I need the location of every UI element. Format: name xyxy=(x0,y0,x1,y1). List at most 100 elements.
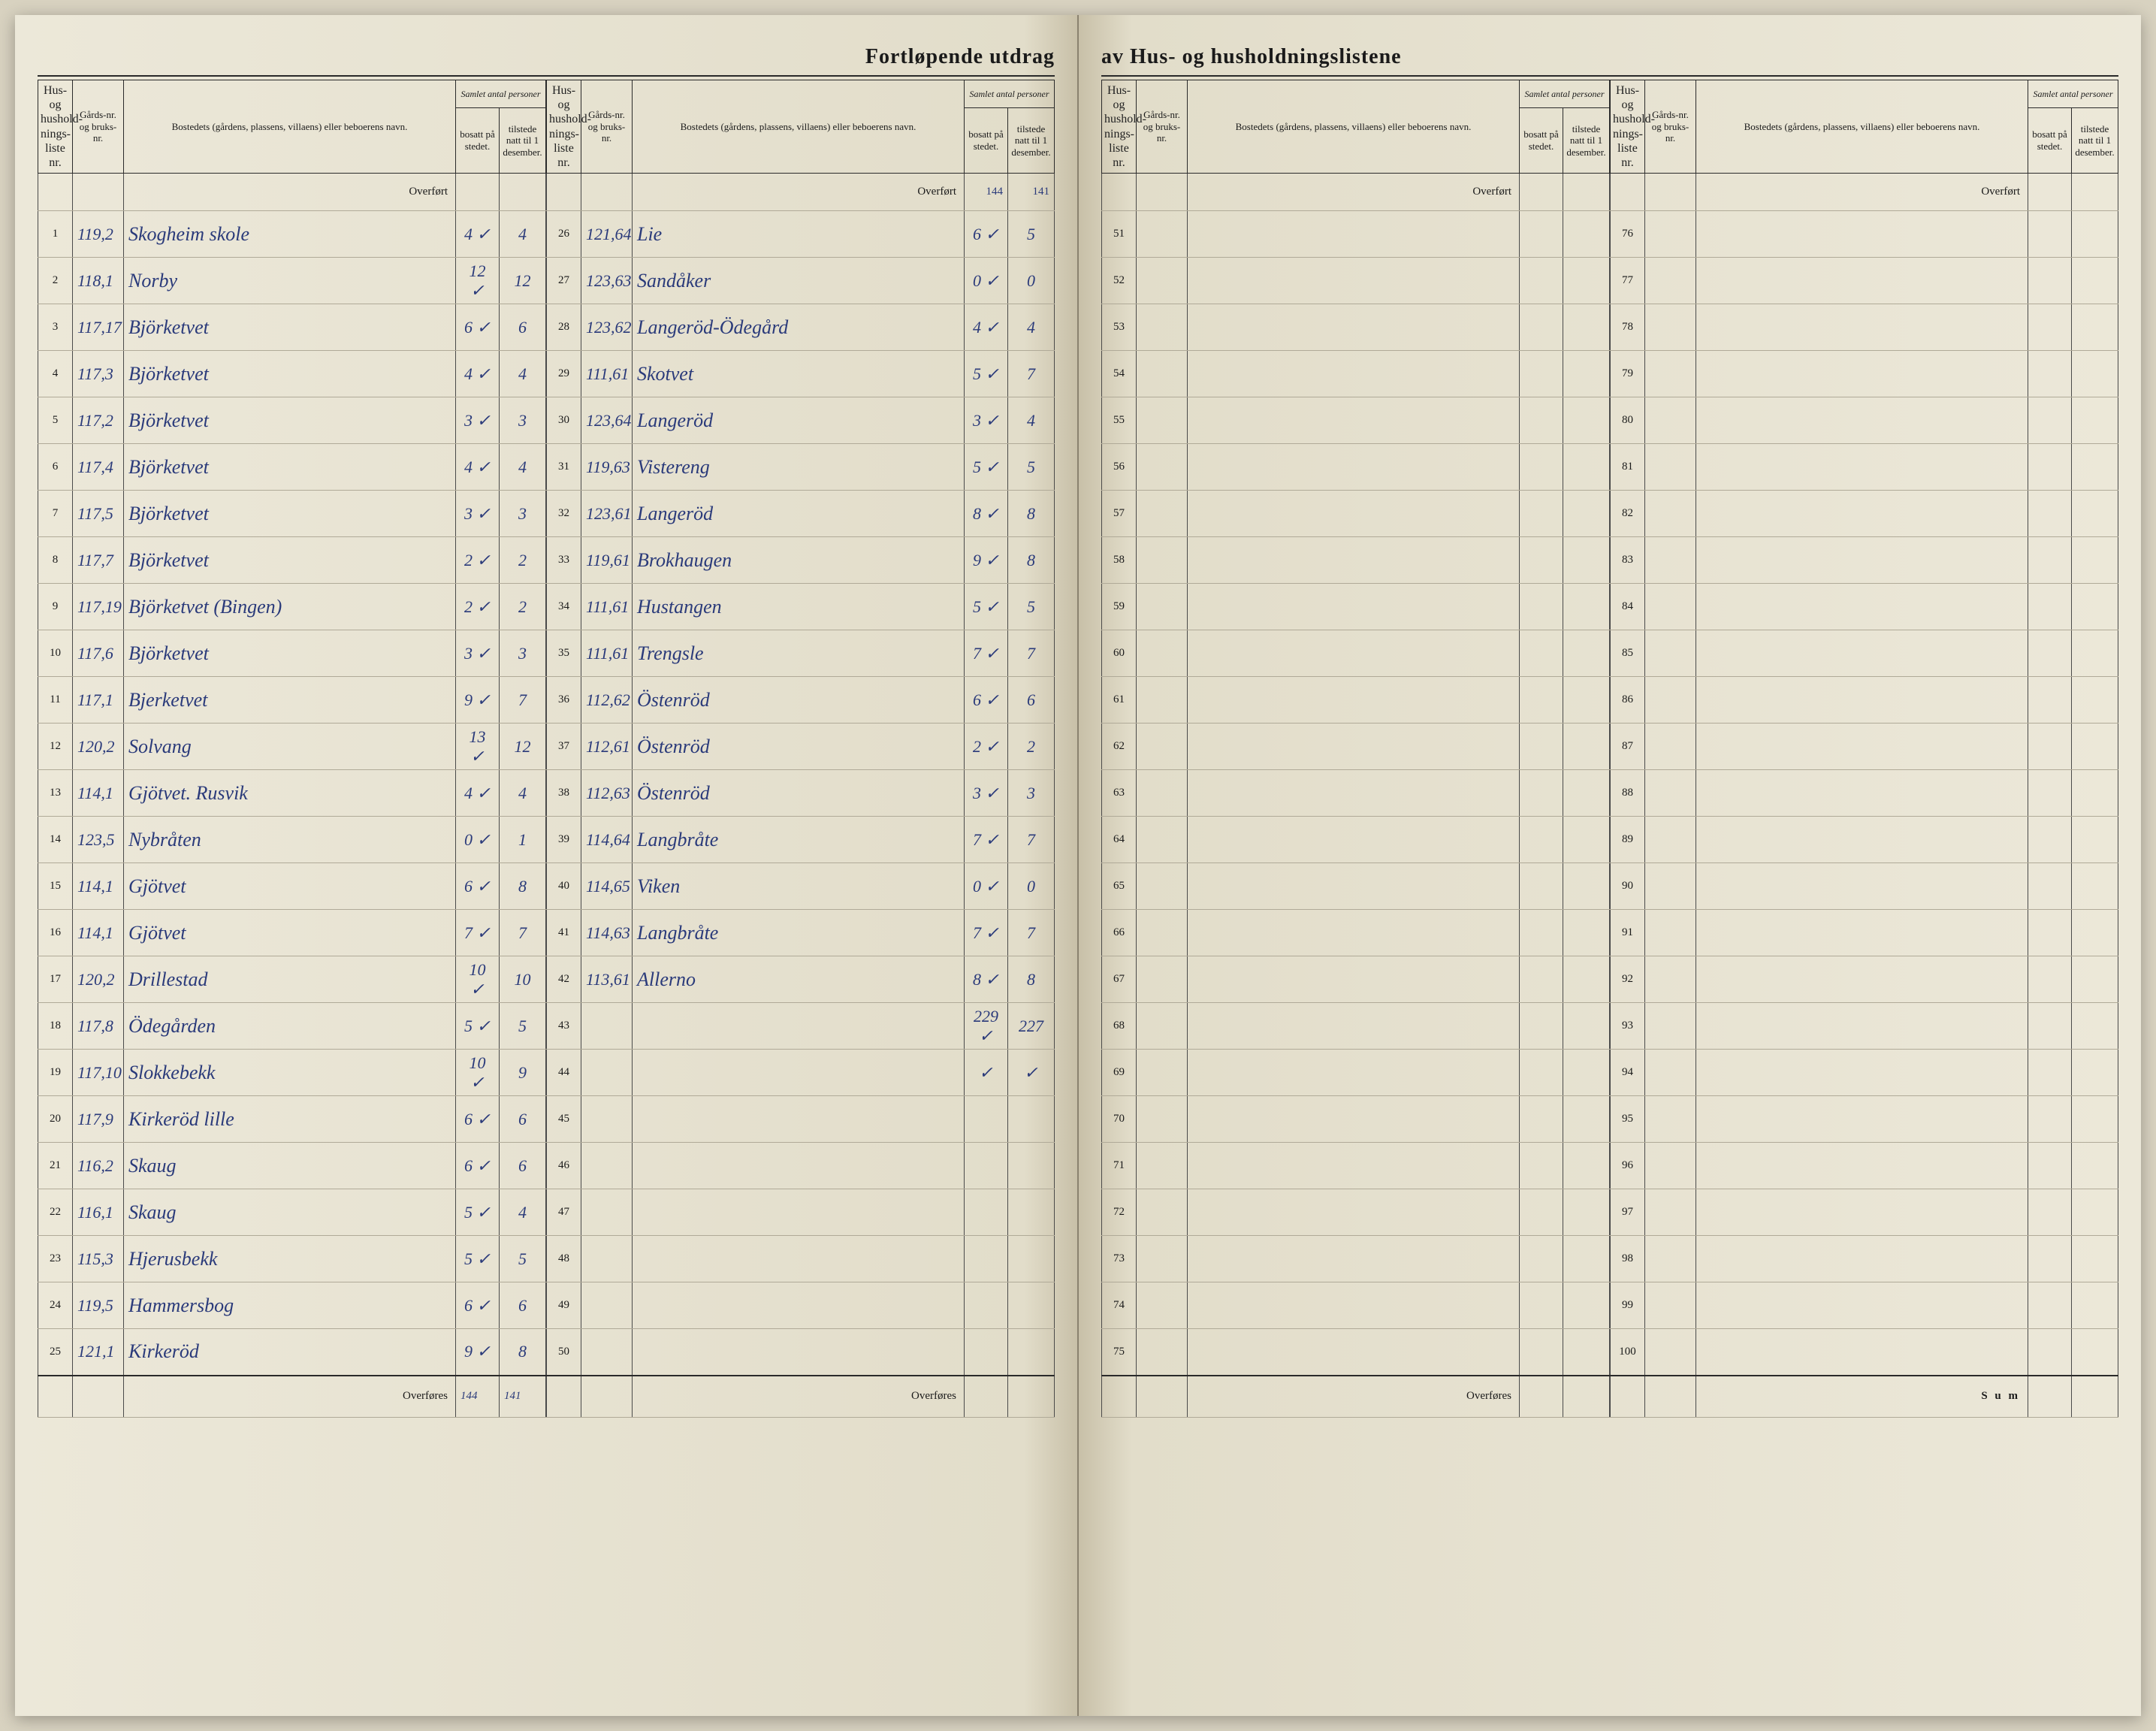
cell-bosted: Gjötvet. Rusvik xyxy=(124,770,456,817)
table-row: 45 xyxy=(547,1096,1055,1143)
cell-bosted xyxy=(1188,1189,1520,1236)
cell-bosatt: 5 ✓ xyxy=(456,1003,500,1050)
table-row: 4 117,3 Björketvet 4 ✓ 4 xyxy=(38,351,546,397)
cell-bosted: Solvang xyxy=(124,724,456,770)
cell-gard: 117,9 xyxy=(73,1096,124,1143)
cell-tilstede: 6 xyxy=(500,304,546,351)
cell-listnr: 9 xyxy=(38,584,73,630)
cell-bosted xyxy=(1188,956,1520,1003)
th-bosted: Bostedets (gårdens, plassens, villaens) … xyxy=(633,80,965,174)
cell-bosatt xyxy=(2028,817,2072,863)
title-right: av Hus- og husholdningslistene xyxy=(1101,45,1402,69)
cell-tilstede xyxy=(1563,1329,1610,1376)
cell-bosted: Björketvet xyxy=(124,537,456,584)
cell-listnr: 94 xyxy=(1611,1050,1645,1096)
cell-listnr: 16 xyxy=(38,910,73,956)
cell-tilstede: 3 xyxy=(500,491,546,537)
cell-gard xyxy=(1645,1329,1696,1376)
cell-bosted xyxy=(1696,211,2028,258)
cell-gard: 117,4 xyxy=(73,444,124,491)
cell-gard xyxy=(1645,956,1696,1003)
cell-gard: 119,61 xyxy=(581,537,633,584)
cell-bosted xyxy=(1696,258,2028,304)
cell-listnr: 100 xyxy=(1611,1329,1645,1376)
cell-listnr: 25 xyxy=(38,1329,73,1376)
cell-listnr: 47 xyxy=(547,1189,581,1236)
cell-bosted xyxy=(1188,724,1520,770)
cell-tilstede: ✓ xyxy=(1008,1050,1055,1096)
cell-bosatt: 4 ✓ xyxy=(456,444,500,491)
cell-tilstede xyxy=(2072,1050,2118,1096)
cell-listnr: 34 xyxy=(547,584,581,630)
cell-listnr: 71 xyxy=(1102,1143,1137,1189)
table-row: 65 xyxy=(1102,863,1610,910)
cell-bosatt xyxy=(965,1189,1008,1236)
cell-tilstede: 6 xyxy=(1008,677,1055,724)
cell-gard xyxy=(1645,491,1696,537)
table-row: 24 119,5 Hammersbog 6 ✓ 6 xyxy=(38,1282,546,1329)
cell-bosted xyxy=(1188,817,1520,863)
table-row: 42 113,61 Allerno 8 ✓ 8 xyxy=(547,956,1055,1003)
cell-bosatt: 0 ✓ xyxy=(965,863,1008,910)
cell-bosted xyxy=(1188,1282,1520,1329)
footer-row: Overføres xyxy=(547,1376,1055,1418)
cell-bosatt: 10 ✓ xyxy=(456,956,500,1003)
cell-bosatt xyxy=(1520,1143,1563,1189)
cell-bosted: Gjötvet xyxy=(124,863,456,910)
cell-listnr: 10 xyxy=(38,630,73,677)
cell-bosted xyxy=(1696,1143,2028,1189)
table-row: 37 112,61 Östenröd 2 ✓ 2 xyxy=(547,724,1055,770)
cell-tilstede xyxy=(1563,351,1610,397)
cell-listnr: 70 xyxy=(1102,1096,1137,1143)
cell-bosatt xyxy=(2028,444,2072,491)
cell-bosted: Skaug xyxy=(124,1189,456,1236)
cell-bosted xyxy=(1696,1329,2028,1376)
cell-bosatt xyxy=(1520,1189,1563,1236)
cell-tilstede: 4 xyxy=(500,351,546,397)
cell-gard xyxy=(1645,677,1696,724)
cell-gard xyxy=(1645,258,1696,304)
footer-label: Overføres xyxy=(1188,1376,1520,1418)
table-row: 64 xyxy=(1102,817,1610,863)
cell-tilstede: 1 xyxy=(500,817,546,863)
cell-tilstede xyxy=(1563,1143,1610,1189)
cell-gard xyxy=(1645,304,1696,351)
cell-tilstede: 2 xyxy=(500,584,546,630)
th-personer-group: Samlet antal personer xyxy=(1520,80,1610,108)
cell-listnr: 44 xyxy=(547,1050,581,1096)
cell-bosatt xyxy=(1520,677,1563,724)
cell-gard xyxy=(581,1282,633,1329)
cell-bosted: Drillestad xyxy=(124,956,456,1003)
cell-bosted: Kirkeröd xyxy=(124,1329,456,1376)
table-row: 21 116,2 Skaug 6 ✓ 6 xyxy=(38,1143,546,1189)
cell-bosatt: 4 ✓ xyxy=(456,211,500,258)
cell-listnr: 65 xyxy=(1102,863,1137,910)
cell-listnr: 29 xyxy=(547,351,581,397)
table-row: 13 114,1 Gjötvet. Rusvik 4 ✓ 4 xyxy=(38,770,546,817)
cell-bosatt xyxy=(965,1236,1008,1282)
cell-bosted: Sandåker xyxy=(633,258,965,304)
th-tilstede: tilstede natt til 1 desember. xyxy=(500,107,546,173)
cell-tilstede: 5 xyxy=(500,1236,546,1282)
cell-listnr: 83 xyxy=(1611,537,1645,584)
cell-bosatt xyxy=(1520,770,1563,817)
cell-gard xyxy=(1645,817,1696,863)
table-row: 59 xyxy=(1102,584,1610,630)
cell-bosted xyxy=(1696,770,2028,817)
cell-gard: 111,61 xyxy=(581,351,633,397)
cell-bosted xyxy=(1188,258,1520,304)
cell-gard: 117,19 xyxy=(73,584,124,630)
cell-bosatt xyxy=(2028,724,2072,770)
th-tilstede: tilstede natt til 1 desember. xyxy=(1563,107,1610,173)
cell-bosatt: 3 ✓ xyxy=(456,397,500,444)
cell-gard: 112,62 xyxy=(581,677,633,724)
cell-tilstede: 0 xyxy=(1008,258,1055,304)
title-left: Fortløpende utdrag xyxy=(865,45,1055,69)
cell-bosted xyxy=(1188,863,1520,910)
table-row: 91 xyxy=(1611,910,2118,956)
cell-bosatt xyxy=(2028,211,2072,258)
cell-bosted: Björketvet xyxy=(124,491,456,537)
cell-gard xyxy=(1645,537,1696,584)
footer-bosatt xyxy=(965,1376,1008,1418)
cell-bosted xyxy=(1696,491,2028,537)
